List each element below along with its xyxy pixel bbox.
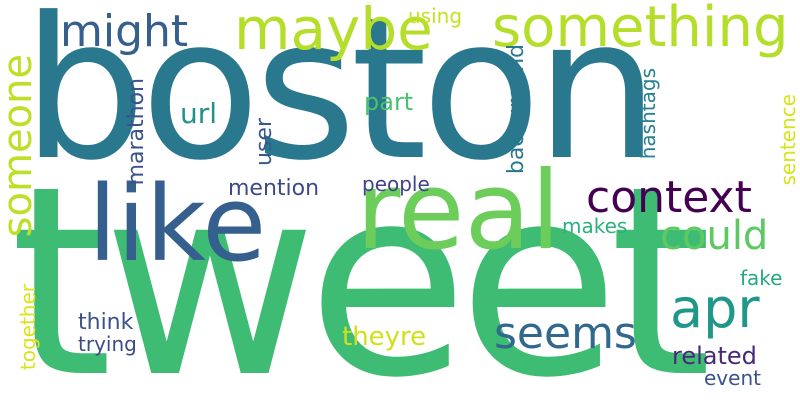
word-someone: someone: [0, 54, 41, 238]
word-maybe: maybe: [234, 0, 433, 63]
word-makes: makes: [562, 214, 628, 238]
word-people: people: [362, 172, 430, 196]
word-context: context: [586, 172, 752, 223]
word-sentence: sentence: [776, 94, 800, 186]
word-fake: fake: [740, 266, 783, 290]
word-boston: boston: [22, 0, 659, 204]
word-user: user: [252, 118, 277, 166]
word-background: background: [504, 44, 529, 175]
word-related: related: [672, 342, 757, 370]
word-part: part: [364, 88, 414, 116]
word-could: could: [660, 213, 769, 259]
word-hashtags: hashtags: [636, 68, 660, 160]
word-theyre: theyre: [342, 322, 427, 352]
word-marathon: marathon: [124, 78, 149, 186]
word-tweet: tweet: [10, 130, 712, 400]
word-apr: apr: [670, 277, 760, 340]
word-trying: trying: [78, 332, 137, 356]
word-mention: mention: [228, 176, 320, 201]
word-url: url: [180, 97, 218, 130]
word-using: using: [408, 4, 463, 28]
word-like: like: [88, 163, 267, 285]
word-event: event: [704, 366, 761, 390]
word-together: together: [16, 284, 40, 371]
word-might: might: [60, 6, 189, 57]
word-think: think: [78, 310, 134, 335]
word-something: something: [492, 0, 789, 60]
word-seems: seems: [494, 308, 637, 359]
word-real: real: [356, 149, 561, 274]
